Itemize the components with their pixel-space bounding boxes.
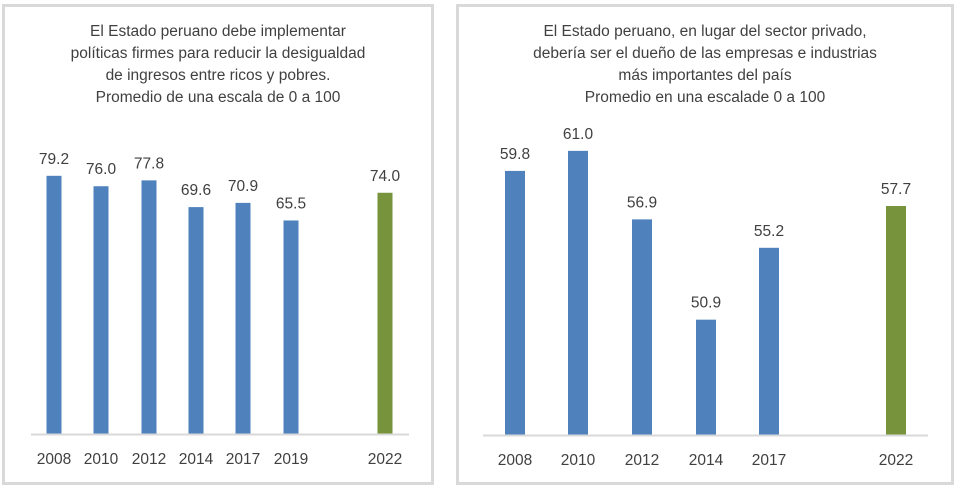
data-label-2017: 55.2 (754, 223, 784, 240)
data-label-2008: 79.2 (39, 151, 69, 168)
bar-chart-state-ownership: 59.8 2008 61.0 2010 56.9 2012 50.9 2014 55.2 2017… (483, 126, 928, 469)
data-label-2022: 57.7 (881, 181, 911, 198)
data-label-2010: 76.0 (86, 161, 117, 178)
chart-title-line: de ingresos entre ricos y pobres. (105, 67, 331, 84)
chart-panel-inequality: El Estado peruano debe implementar polít… (2, 4, 434, 485)
chart-title-line: El Estado peruano, en lugar del sector p… (543, 23, 867, 40)
bar-2008 (505, 170, 525, 435)
x-tick-label-2019: 2019 (274, 451, 308, 468)
bar-2008 (46, 175, 62, 435)
bar-2012 (141, 180, 157, 434)
bar-2010 (93, 186, 109, 434)
x-tick-label-2014: 2014 (689, 452, 724, 469)
data-label-2017: 70.9 (228, 178, 258, 195)
data-label-2014: 50.9 (691, 295, 721, 312)
chart-title-line: Promedio de una escala de 0 a 100 (95, 89, 341, 106)
bar-2012 (632, 219, 652, 435)
x-tick-label-2022: 2022 (879, 452, 913, 469)
data-label-2010: 61.0 (563, 126, 594, 143)
bar-2017 (759, 247, 779, 435)
bar-2014 (696, 319, 716, 435)
chart-title-line: más importantes del país (618, 67, 792, 84)
x-tick-label-2017: 2017 (752, 452, 786, 469)
bar-2014 (188, 207, 204, 434)
data-label-2014: 69.6 (181, 182, 211, 199)
chart-title-line: debería ser el dueño de las empresas e i… (533, 45, 877, 62)
chart-title: El Estado peruano, en lugar del sector p… (459, 21, 951, 109)
bar-2019 (283, 220, 299, 434)
bar-2022 (886, 206, 906, 435)
data-label-2012: 77.8 (134, 155, 164, 172)
data-label-2012: 56.9 (627, 194, 657, 211)
chart-title-line: El Estado peruano debe implementar (90, 23, 346, 40)
data-label-2019: 65.5 (276, 195, 306, 212)
chart-panel-state-ownership: El Estado peruano, en lugar del sector p… (456, 4, 954, 485)
chart-title-line: Promedio en una escalade 0 a 100 (584, 89, 826, 106)
data-label-2022: 74.0 (370, 168, 401, 185)
chart-title: El Estado peruano debe implementar polít… (5, 21, 431, 109)
bar-chart-inequality: 79.2 2008 76.0 2010 77.8 2012 69.6 2014 70.9 2017… (31, 151, 409, 468)
x-tick-label-2008: 2008 (498, 452, 532, 469)
x-tick-label-2012: 2012 (132, 451, 166, 468)
x-tick-label-2022: 2022 (368, 451, 402, 468)
bar-2010 (568, 150, 588, 435)
bar-2022 (377, 192, 393, 434)
x-tick-label-2008: 2008 (37, 451, 71, 468)
data-label-2008: 59.8 (500, 146, 530, 163)
x-tick-label-2010: 2010 (84, 451, 119, 468)
x-tick-label-2017: 2017 (226, 451, 260, 468)
chart-title-line: políticas firmes para reducir la desigua… (70, 45, 366, 62)
x-tick-label-2012: 2012 (625, 452, 659, 469)
x-tick-label-2014: 2014 (179, 451, 214, 468)
bar-2017 (235, 202, 251, 434)
x-tick-label-2010: 2010 (561, 452, 596, 469)
